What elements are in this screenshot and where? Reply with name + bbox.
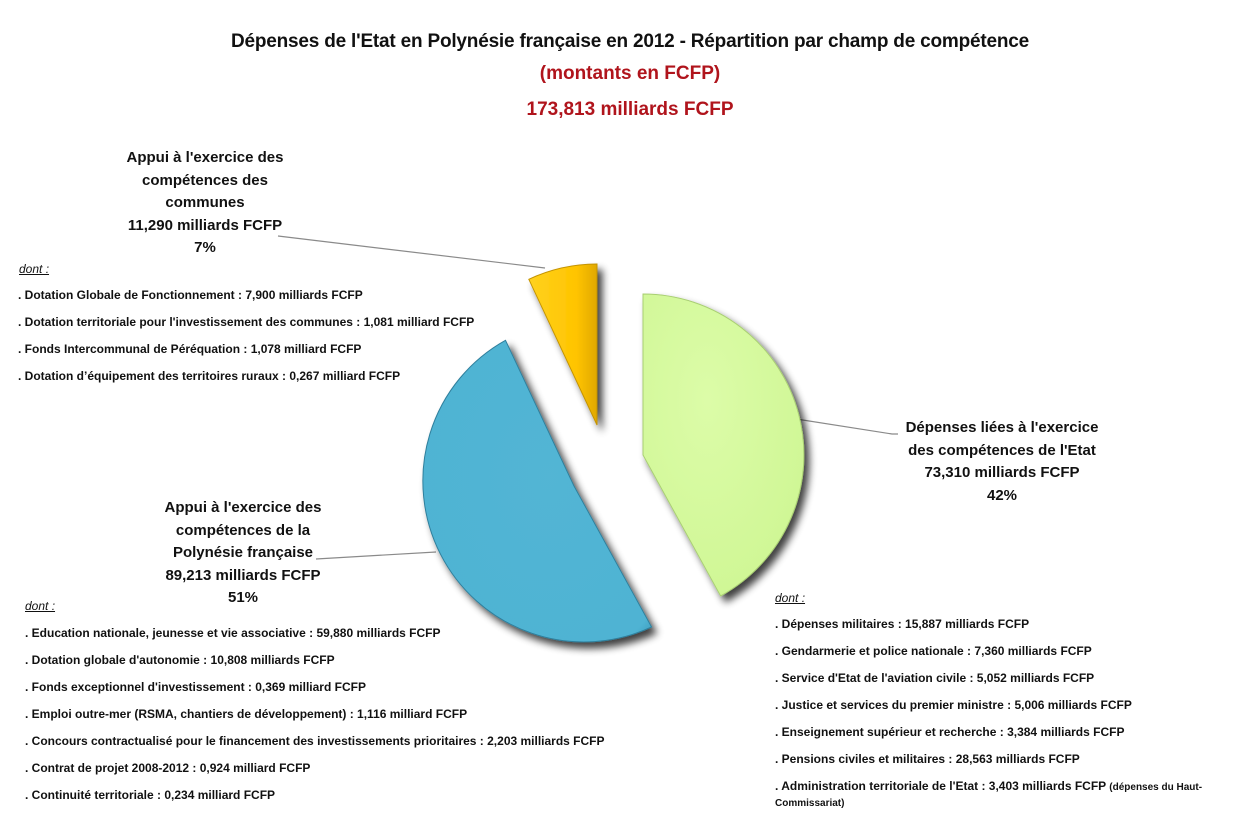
- label-percent: 42%: [986, 486, 1018, 504]
- list-item: . Dotation Globale de Fonctionnement : 7…: [18, 288, 363, 302]
- list-item: . Emploi outre-mer (RSMA, chantiers de d…: [25, 707, 468, 721]
- label-value: 73,310 milliards FCFP: [924, 464, 1080, 481]
- list-item-text: . Administration territoriale de l'Etat …: [775, 779, 1106, 793]
- leader-line-communes: [277, 235, 546, 269]
- label-line: Appui à l'exercice des: [126, 149, 284, 166]
- label-line: Polynésie française: [172, 544, 314, 561]
- list-item: . Fonds Intercommunal de Péréquation : 1…: [18, 342, 362, 356]
- list-item: . Continuité territoriale : 0,234 millia…: [25, 788, 276, 802]
- list-item-note: (dépenses du Haut-: [1109, 782, 1203, 793]
- list-item: . Education nationale, jeunesse et vie a…: [25, 626, 441, 640]
- slice-polynesie[interactable]: [422, 339, 653, 643]
- chart-title: Dépenses de l'Etat en Polynésie français…: [230, 31, 1030, 52]
- dont-heading-communes: dont :: [19, 262, 50, 276]
- leader-line-etat: [789, 417, 898, 435]
- slice-communes[interactable]: [528, 263, 598, 426]
- breakdown-list-etat: . Dépenses militaires : 15,887 milliards…: [775, 617, 1202, 811]
- label-line: Dépenses liées à l'exercice: [905, 419, 1099, 436]
- label-polynesie: Appui à l'exercice des compétences de la…: [143, 497, 343, 610]
- dont-heading-polynesie: dont :: [25, 599, 56, 613]
- label-line: compétences de la: [175, 521, 311, 539]
- list-item: . Gendarmerie et police nationale : 7,36…: [775, 644, 1092, 658]
- list-item: . Contrat de projet 2008-2012 : 0,924 mi…: [25, 761, 311, 775]
- list-item: . Fonds exceptionnel d'investissement : …: [25, 680, 366, 694]
- label-etat: Dépenses liées à l'exercice des compéten…: [880, 417, 1124, 507]
- label-communes: Appui à l'exercice des compétences des c…: [105, 147, 305, 260]
- dont-heading-etat: dont :: [775, 591, 806, 605]
- list-item-note: Commissariat): [775, 798, 845, 809]
- label-line: Appui à l'exercice des: [164, 499, 322, 516]
- list-item: . Justice et services du premier ministr…: [775, 698, 1132, 712]
- label-line: des compétences de l'Etat: [908, 441, 1096, 459]
- label-value: 11,290 milliards FCFP: [127, 216, 283, 234]
- list-item: . Dépenses militaires : 15,887 milliards…: [775, 617, 1030, 631]
- list-item: . Concours contractualisé pour le financ…: [25, 734, 605, 748]
- label-percent: 51%: [227, 589, 259, 606]
- label-line: compétences des: [142, 171, 268, 189]
- chart-total: 173,813 milliards FCFP: [526, 99, 734, 120]
- list-item: . Dotation globale d'autonomie : 10,808 …: [25, 653, 335, 667]
- chart-subtitle: (montants en FCFP): [539, 63, 721, 84]
- slice-etat[interactable]: [642, 293, 805, 597]
- label-percent: 7%: [194, 239, 216, 256]
- leader-line-polynesie: [315, 551, 437, 560]
- list-item: . Dotation d’équipement des territoires …: [18, 369, 401, 383]
- breakdown-list-polynesie: . Education nationale, jeunesse et vie a…: [25, 626, 605, 815]
- list-item: . Service d'Etat de l'aviation civile : …: [775, 671, 1095, 685]
- list-item: . Pensions civiles et militaires : 28,56…: [775, 752, 1080, 766]
- label-value: 89,213 milliards FCFP: [165, 566, 321, 584]
- breakdown-list-communes: . Dotation Globale de Fonctionnement : 7…: [18, 288, 474, 396]
- label-line: communes: [165, 194, 245, 211]
- list-item: . Enseignement supérieur et recherche : …: [775, 725, 1125, 739]
- list-item: . Administration territoriale de l'Etat …: [775, 779, 1202, 811]
- list-item: . Dotation territoriale pour l'investiss…: [18, 315, 475, 329]
